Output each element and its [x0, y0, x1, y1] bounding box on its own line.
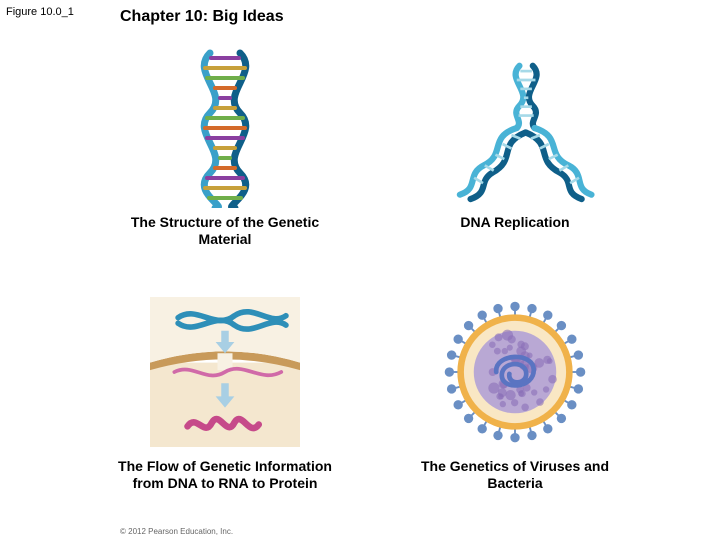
illus-virus: [435, 292, 595, 452]
caption-flow: The Flow of Genetic Information from DNA…: [115, 458, 335, 492]
caption-replication: DNA Replication: [460, 214, 569, 231]
illus-replication: [435, 48, 595, 208]
illus-dna-structure: [145, 48, 305, 208]
chapter-title: Chapter 10: Big Ideas: [120, 8, 284, 26]
cell-flow: The Flow of Genetic Information from DNA…: [100, 292, 350, 518]
ideas-grid: The Structure of the Genetic Material: [100, 48, 640, 518]
caption-virus: The Genetics of Viruses and Bacteria: [405, 458, 625, 492]
caption-structure: The Structure of the Genetic Material: [115, 214, 335, 248]
cell-virus: The Genetics of Viruses and Bacteria: [390, 292, 640, 518]
illus-flow: [145, 292, 305, 452]
copyright: © 2012 Pearson Education, Inc.: [120, 527, 233, 536]
figure-label: Figure 10.0_1: [6, 6, 74, 18]
cell-structure: The Structure of the Genetic Material: [100, 48, 350, 274]
cell-replication: DNA Replication: [390, 48, 640, 274]
